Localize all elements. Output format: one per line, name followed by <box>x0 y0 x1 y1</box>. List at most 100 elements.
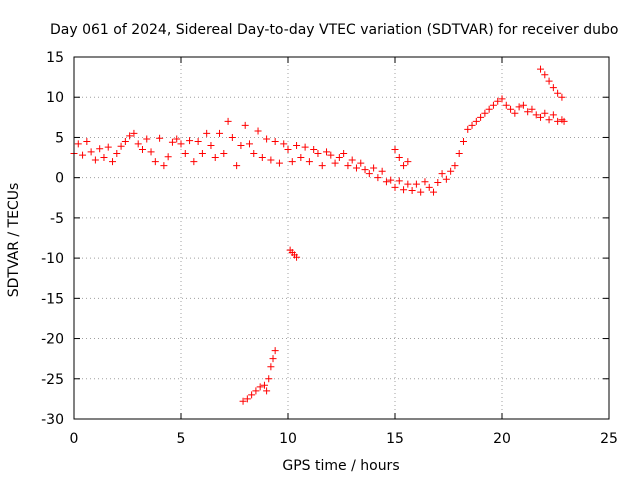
data-point-main-trace <box>455 150 463 158</box>
data-point-main-trace <box>250 150 258 158</box>
data-point-main-trace <box>357 159 365 167</box>
data-point-main-trace <box>271 137 279 145</box>
data-point-main-trace <box>335 154 343 162</box>
data-point-main-trace <box>545 116 553 124</box>
data-point-main-trace <box>87 148 95 156</box>
data-point-main-trace <box>395 177 403 185</box>
data-point-main-trace <box>79 151 87 159</box>
data-point-main-trace <box>421 178 429 186</box>
data-point-low-segment <box>248 391 256 399</box>
data-point-main-trace <box>177 140 185 148</box>
data-point-main-trace <box>378 167 386 175</box>
data-point-segment-after-15h <box>395 154 403 162</box>
data-point-low-segment <box>269 355 277 363</box>
data-point-main-trace <box>160 162 168 170</box>
data-point-main-trace <box>143 135 151 143</box>
data-point-main-trace <box>447 167 455 175</box>
y-tick-label: 10 <box>46 90 64 106</box>
data-point-segment-after-15h <box>391 146 399 154</box>
data-point-main-trace <box>489 101 497 109</box>
data-point-main-trace <box>156 134 164 142</box>
data-point-main-trace <box>91 156 99 164</box>
data-points <box>70 65 568 405</box>
y-tick-label: -15 <box>41 291 64 307</box>
data-point-main-trace <box>186 137 194 145</box>
data-point-main-trace <box>511 109 519 117</box>
data-point-low-segment <box>267 363 275 371</box>
grid <box>74 57 609 419</box>
y-tick-label: 0 <box>55 171 64 187</box>
data-point-main-trace <box>532 111 540 119</box>
data-point-main-trace <box>109 158 117 166</box>
data-point-main-trace <box>451 162 459 170</box>
data-point-main-trace <box>502 101 510 109</box>
data-point-low-segment <box>263 387 271 395</box>
data-point-main-trace <box>412 180 420 188</box>
data-point-main-trace <box>481 109 489 117</box>
data-point-main-trace <box>284 146 292 154</box>
data-point-main-trace <box>387 176 395 184</box>
data-point-main-trace <box>537 113 545 121</box>
data-point-low-segment <box>243 395 251 403</box>
data-point-main-trace <box>340 150 348 158</box>
y-tick-label: 15 <box>46 50 64 66</box>
data-point-main-trace <box>130 129 138 137</box>
data-point-main-trace <box>228 133 236 141</box>
data-point-main-trace <box>310 146 318 154</box>
data-point-segment-after-22h <box>549 84 557 92</box>
data-point-main-trace <box>515 103 523 111</box>
data-point-main-trace <box>104 143 112 151</box>
data-point-main-trace <box>297 154 305 162</box>
data-point-main-trace <box>134 140 142 148</box>
data-point-segment-after-15h <box>404 158 412 166</box>
y-tick-label: -25 <box>41 372 64 388</box>
data-point-main-trace <box>151 158 159 166</box>
y-axis-label: SDTVAR / TECUs <box>6 183 22 298</box>
data-point-main-trace <box>327 151 335 159</box>
data-point-main-trace <box>524 108 532 116</box>
data-point-low-segment <box>271 347 279 355</box>
data-point-main-trace <box>554 117 562 125</box>
data-point-main-trace <box>138 146 146 154</box>
data-point-main-trace <box>237 141 245 149</box>
data-point-main-trace <box>211 154 219 162</box>
data-point-main-trace <box>203 129 211 137</box>
y-tick-label: -10 <box>41 251 64 267</box>
data-point-main-trace <box>498 95 506 103</box>
data-point-main-trace <box>147 148 155 156</box>
data-point-main-trace <box>464 125 472 133</box>
data-point-main-trace <box>430 188 438 196</box>
data-point-main-trace <box>344 162 352 170</box>
y-tick-label: 5 <box>55 130 64 146</box>
data-point-main-trace <box>126 132 134 140</box>
data-point-main-trace <box>549 111 557 119</box>
data-point-main-trace <box>220 150 228 158</box>
data-point-main-trace <box>121 137 129 145</box>
data-point-low-segment <box>252 387 260 395</box>
data-point-segment-after-15h <box>400 162 408 170</box>
data-point-main-trace <box>241 121 249 129</box>
data-point-main-trace <box>485 105 493 113</box>
data-point-low-segment <box>260 381 268 389</box>
data-point-main-trace <box>207 141 215 149</box>
data-point-main-trace <box>560 117 568 125</box>
data-point-main-trace <box>267 156 275 164</box>
data-point-main-trace <box>301 143 309 151</box>
data-point-segment-after-22h <box>554 89 562 97</box>
data-point-main-trace <box>288 158 296 166</box>
data-point-main-trace <box>314 150 322 158</box>
data-point-main-trace <box>96 145 104 153</box>
x-tick-label: 25 <box>600 431 618 447</box>
data-point-main-trace <box>113 150 121 158</box>
data-point-main-trace <box>370 164 378 172</box>
x-tick-label: 15 <box>386 431 404 447</box>
data-point-main-trace <box>258 154 266 162</box>
data-point-main-trace <box>173 135 181 143</box>
data-point-main-trace <box>198 150 206 158</box>
data-point-main-trace <box>477 113 485 121</box>
data-point-main-trace <box>438 170 446 178</box>
data-point-main-trace <box>74 140 82 148</box>
data-point-main-trace <box>254 127 262 135</box>
data-point-segment-after-22h <box>545 77 553 85</box>
